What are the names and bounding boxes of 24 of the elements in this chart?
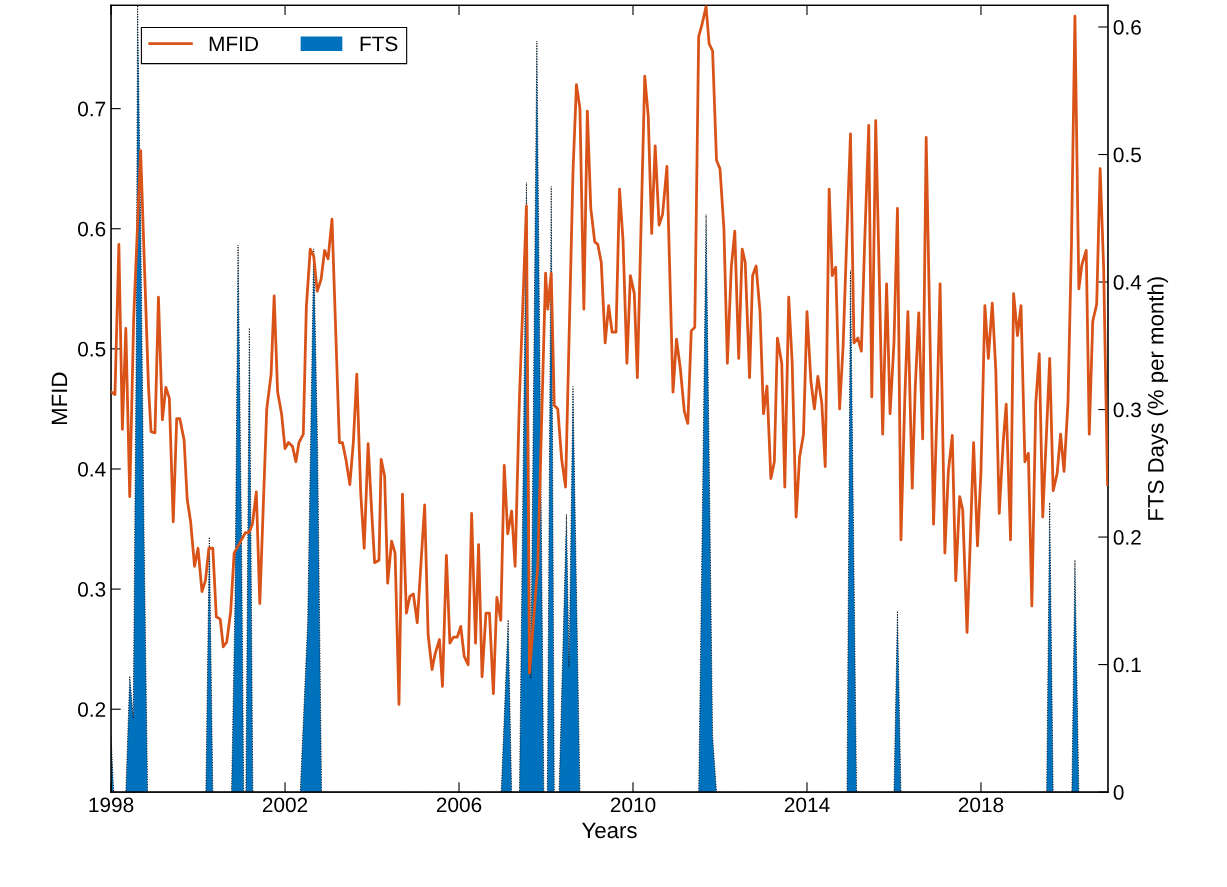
y2-tick-label: 0.3 — [1113, 402, 1141, 418]
y-tick-label: 0.6 — [78, 221, 106, 237]
x-tick-label: 2010 — [610, 797, 656, 813]
y2-tick-label: 0.5 — [1113, 147, 1141, 163]
x-tick-label: 2014 — [784, 797, 830, 813]
y-axis-title: MFID — [51, 372, 68, 425]
x-axis-title: Years — [581, 822, 637, 839]
legend-label: MFID — [209, 36, 258, 51]
y-tick-label: 0.4 — [78, 461, 106, 477]
legend-label: FTS — [360, 36, 398, 52]
y-tick-label: 0.7 — [78, 101, 106, 117]
y2-tick-label: 0.2 — [1113, 530, 1141, 545]
y-tick-label: 0.5 — [78, 341, 106, 357]
x-tick-label: 2006 — [436, 797, 482, 813]
x-tick-label: 2018 — [958, 797, 1004, 813]
x-tick-label: 2002 — [262, 797, 308, 813]
y2-axis-title: FTS Days (% per month) — [1147, 277, 1169, 520]
y2-tick-label: 0 — [1113, 785, 1124, 800]
y2-tick-label: 0.6 — [1113, 20, 1141, 35]
y2-tick-label: 0.1 — [1113, 657, 1141, 673]
y-tick-label: 0.2 — [78, 702, 106, 717]
y-tick-label: 0.3 — [78, 582, 106, 597]
y2-tick-label: 0.4 — [1113, 275, 1142, 290]
x-tick-label: 1998 — [89, 797, 134, 813]
